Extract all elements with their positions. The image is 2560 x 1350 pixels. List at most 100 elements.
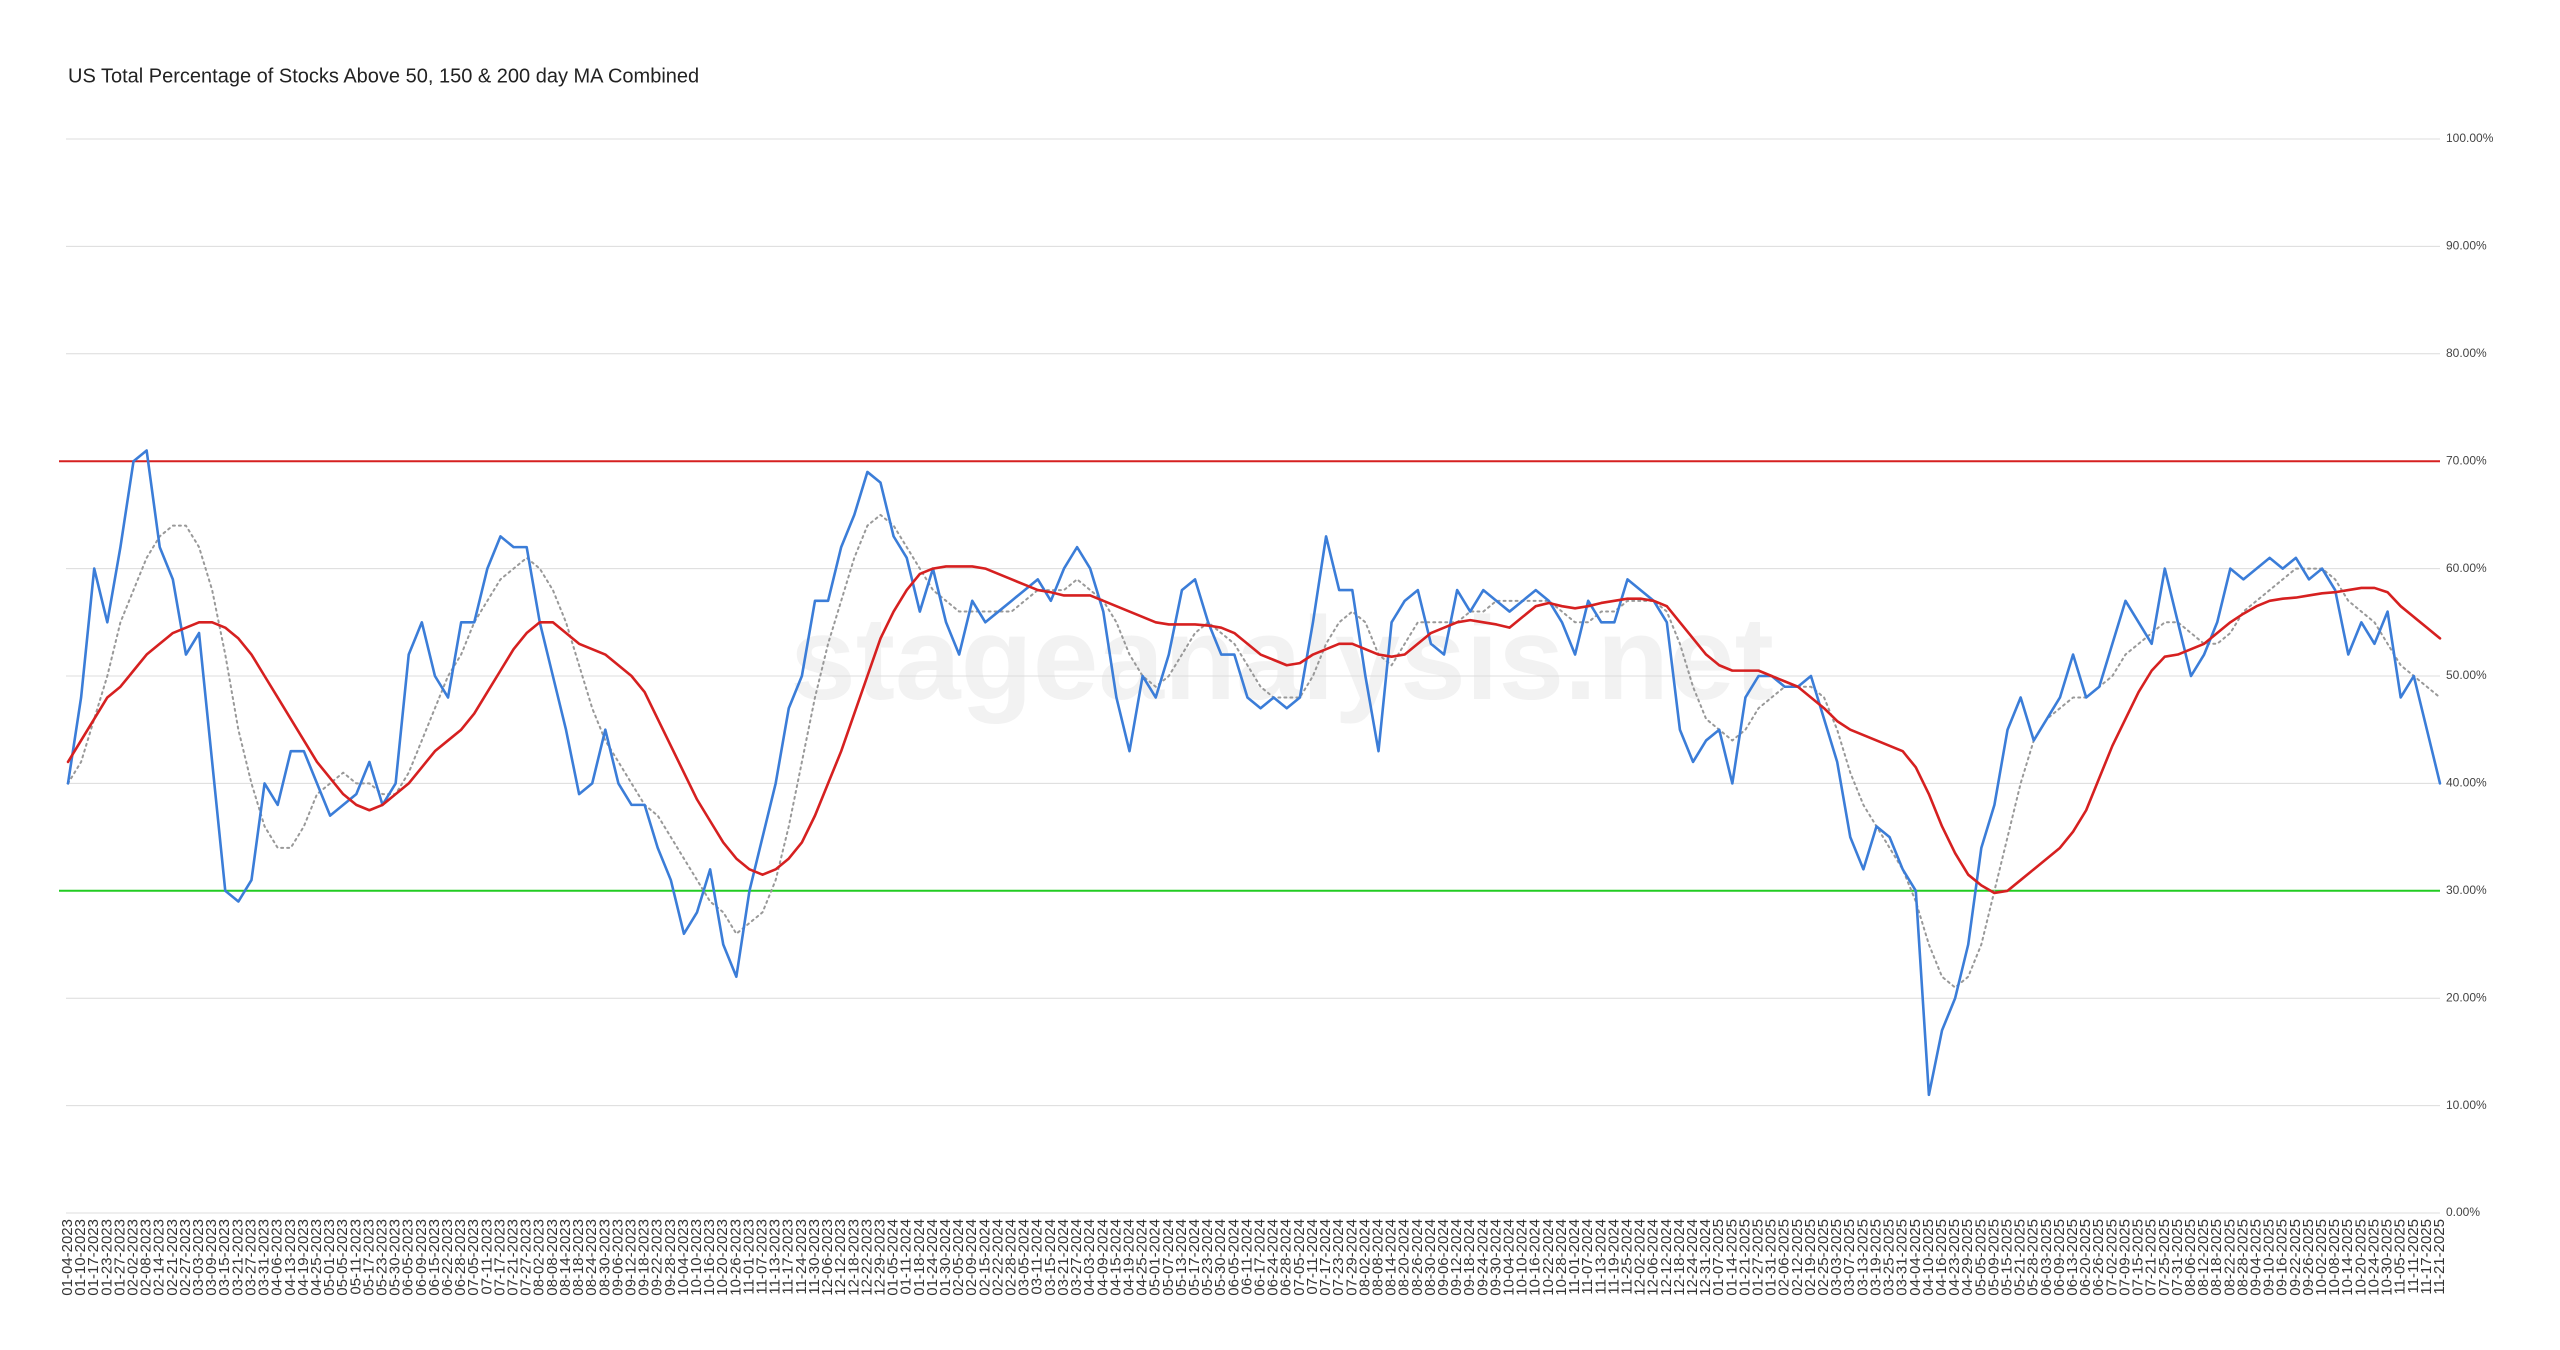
- x-tick-label: 03-03-2025: [1828, 1219, 1845, 1296]
- x-tick-label: 12-22-2023: [858, 1219, 875, 1296]
- x-tick-label: 06-28-2023: [452, 1219, 469, 1296]
- x-tick-label: 11-01-2023: [740, 1219, 757, 1295]
- x-tick-label: 12-29-2023: [871, 1219, 888, 1296]
- x-tick-label: 10-16-2023: [701, 1219, 718, 1296]
- x-tick-label: 09-12-2023: [622, 1219, 639, 1296]
- x-tick-label: 01-05-2024: [885, 1219, 902, 1296]
- x-tick-label: 07-25-2025: [2156, 1219, 2173, 1296]
- x-tick-label: 01-11-2024: [898, 1219, 915, 1295]
- x-tick-label: 11-13-2023: [767, 1219, 784, 1295]
- x-tick-label: 01-04-2023: [59, 1219, 76, 1296]
- x-tick-label: 11-19-2024: [1605, 1219, 1622, 1295]
- x-tick-label: 05-17-2023: [360, 1219, 377, 1296]
- x-tick-label: 09-10-2025: [2261, 1219, 2278, 1296]
- x-tick-label: 02-08-2023: [138, 1219, 155, 1296]
- series-line: [67, 513, 2441, 989]
- x-tick-label: 04-06-2023: [269, 1219, 286, 1296]
- x-tick-label: 08-06-2025: [2182, 1219, 2199, 1296]
- x-tick-label: 01-10-2023: [72, 1219, 89, 1296]
- x-tick-label: 10-08-2025: [2326, 1219, 2343, 1296]
- x-tick-label: 11-25-2024: [1618, 1219, 1635, 1295]
- x-tick-label: 02-02-2023: [124, 1219, 141, 1296]
- x-tick-label: 05-05-2023: [334, 1219, 351, 1296]
- x-tick-label: 05-15-2025: [1999, 1219, 2016, 1296]
- x-tick-label: 11-24-2023: [793, 1219, 810, 1295]
- x-tick-label: 09-12-2024: [1448, 1219, 1465, 1296]
- x-tick-label: 09-16-2025: [2274, 1219, 2291, 1296]
- x-tick-label: 06-26-2025: [2090, 1219, 2107, 1296]
- x-tick-label: 11-21-2025: [2431, 1219, 2448, 1295]
- x-tick-label: 05-23-2023: [373, 1219, 390, 1296]
- x-tick-label: 02-14-2023: [151, 1219, 168, 1296]
- y-tick-label: 90.00%: [2446, 239, 2487, 253]
- x-tick-label: 02-19-2025: [1802, 1219, 1819, 1296]
- x-tick-label: 06-03-2025: [2038, 1219, 2055, 1296]
- x-tick-label: 08-18-2025: [2208, 1219, 2225, 1296]
- x-tick-label: 02-21-2023: [164, 1219, 181, 1296]
- x-tick-label: 10-20-2025: [2352, 1219, 2369, 1296]
- y-tick-label: 10.00%: [2446, 1098, 2487, 1112]
- x-tick-label: 03-09-2023: [203, 1219, 220, 1296]
- x-tick-label: 10-16-2024: [1527, 1219, 1544, 1296]
- x-tick-label: 03-03-2023: [190, 1219, 207, 1296]
- x-tick-label: 07-09-2025: [2116, 1219, 2133, 1296]
- x-tick-label: 08-30-2023: [596, 1219, 613, 1296]
- x-tick-label: 07-11-2024: [1304, 1219, 1321, 1295]
- x-tick-label: 03-05-2024: [1016, 1219, 1033, 1296]
- x-tick-label: 05-13-2024: [1173, 1219, 1190, 1296]
- x-tick-label: 09-30-2024: [1487, 1219, 1504, 1296]
- chart-title: US Total Percentage of Stocks Above 50, …: [68, 65, 699, 87]
- x-tick-label: 07-11-2023: [478, 1219, 495, 1295]
- x-tick-label: 08-18-2023: [570, 1219, 587, 1296]
- x-tick-label: 10-04-2023: [675, 1219, 692, 1296]
- x-tick-label: 04-03-2024: [1081, 1219, 1098, 1296]
- y-tick-label: 100.00%: [2446, 131, 2494, 145]
- x-tick-label: 04-19-2023: [295, 1219, 312, 1296]
- x-tick-label: 01-30-2024: [937, 1219, 954, 1296]
- x-tick-label: 05-05-2025: [1972, 1219, 1989, 1296]
- x-tick-label: 01-17-2023: [85, 1219, 102, 1296]
- x-tick-label: 11-17-2025: [2418, 1219, 2435, 1295]
- x-tick-label: 09-26-2025: [2300, 1219, 2317, 1296]
- x-tick-label: 04-04-2025: [1907, 1219, 1924, 1296]
- x-tick-label: 05-01-2023: [321, 1219, 338, 1296]
- x-tick-label: 03-15-2024: [1042, 1219, 1059, 1296]
- x-tick-label: 01-23-2023: [98, 1219, 115, 1296]
- x-tick-label: 02-15-2024: [976, 1219, 993, 1296]
- x-tick-label: 10-04-2024: [1501, 1219, 1518, 1296]
- x-tick-label: 08-02-2023: [531, 1219, 548, 1296]
- x-tick-label: 08-28-2025: [2234, 1219, 2251, 1296]
- x-tick-label: 02-22-2024: [989, 1219, 1006, 1296]
- x-tick-label: 04-23-2025: [1946, 1219, 1963, 1296]
- x-tick-label: 05-01-2024: [1147, 1219, 1164, 1296]
- x-tick-label: 02-12-2025: [1789, 1219, 1806, 1296]
- y-tick-label: 80.00%: [2446, 346, 2487, 360]
- x-tick-label: 08-20-2024: [1396, 1219, 1413, 1296]
- x-tick-label: 05-07-2024: [1160, 1219, 1177, 1296]
- x-tick-label: 08-12-2025: [2195, 1219, 2212, 1296]
- x-tick-label: 09-22-2023: [649, 1219, 666, 1296]
- x-tick-label: 10-28-2024: [1553, 1219, 1570, 1296]
- x-tick-label: 08-08-2024: [1369, 1219, 1386, 1296]
- x-tick-label: 08-14-2024: [1383, 1219, 1400, 1296]
- x-tick-label: 04-13-2023: [282, 1219, 299, 1296]
- x-tick-label: 10-02-2025: [2313, 1219, 2330, 1296]
- x-tick-label: 06-05-2023: [400, 1219, 417, 1296]
- x-tick-label: 10-14-2025: [2339, 1219, 2356, 1296]
- x-tick-label: 08-14-2023: [557, 1219, 574, 1296]
- x-tick-label: 10-22-2024: [1540, 1219, 1557, 1296]
- x-tick-label: 03-11-2024: [1029, 1219, 1046, 1295]
- x-tick-label: 08-26-2024: [1409, 1219, 1426, 1296]
- x-tick-label: 04-16-2025: [1933, 1219, 1950, 1296]
- x-tick-label: 03-27-2023: [242, 1219, 259, 1296]
- x-tick-label: 07-27-2023: [518, 1219, 535, 1296]
- x-tick-label: 08-22-2025: [2221, 1219, 2238, 1296]
- x-tick-label: 11-30-2023: [806, 1219, 823, 1295]
- x-tick-label: 12-18-2024: [1671, 1219, 1688, 1296]
- y-tick-label: 30.00%: [2446, 883, 2487, 897]
- x-tick-label: 10-30-2025: [2379, 1219, 2396, 1296]
- x-tick-label: 07-05-2024: [1291, 1219, 1308, 1296]
- x-tick-label: 12-18-2023: [845, 1219, 862, 1296]
- x-tick-label: 11-11-2025: [2405, 1219, 2422, 1294]
